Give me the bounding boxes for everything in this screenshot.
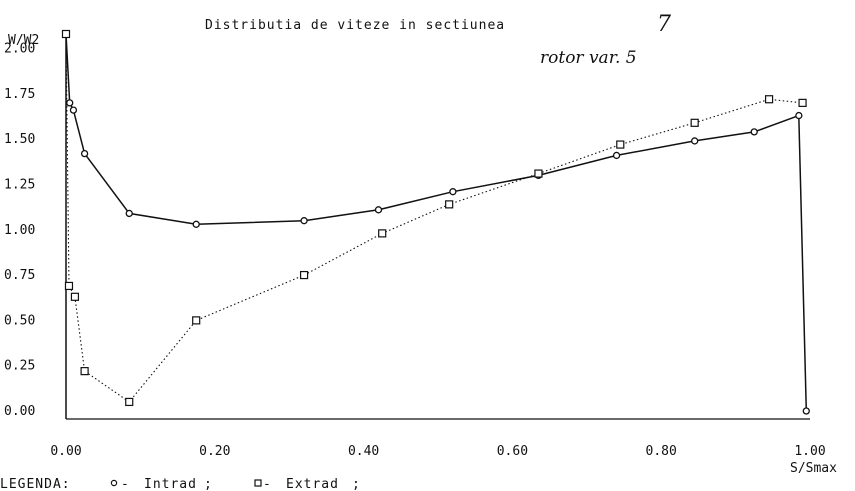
y-tick-label: 1.50 [4,132,35,147]
y-tick-label: 1.00 [4,223,35,238]
data-point-extrad [445,200,454,209]
series-line-intrad [65,33,808,412]
x-tick-label: 0.40 [348,444,379,459]
x-tick-label: 0.80 [646,444,677,459]
legend-extrad-dash: - [263,477,272,491]
legend-extrad-name: Extrad [286,477,339,491]
data-point-intrad [449,188,457,196]
data-point-extrad [64,281,74,291]
data-point-intrad [80,149,89,158]
x-tick-labels: 0.00 0.20 0.40 0.60 0.80 1.00 [50,444,825,459]
data-point-extrad [764,95,774,104]
x-tick-label: 0.60 [497,444,528,459]
y-tick-labels: 0.00 0.25 0.50 0.75 1.00 1.25 1.50 1.75 2.00 [4,42,35,420]
y-tick-label: 0.50 [4,313,35,328]
data-point-extrad [690,118,699,127]
data-point-extrad [80,367,89,376]
legend-intrad-name: Intrad [144,477,197,491]
data-point-extrad [299,270,309,280]
data-point-intrad [750,128,758,136]
data-point-extrad [70,292,80,301]
data-point-intrad [69,106,78,114]
chart-title: Distributia de viteze in sectiunea [205,18,505,33]
data-point-extrad [798,98,807,107]
y-tick-label: 1.75 [4,87,35,102]
legend-square-marker-icon [254,479,262,487]
data-point-extrad [61,29,71,39]
data-point-extrad [378,229,387,238]
data-point-extrad [192,316,201,325]
data-point-intrad [691,137,699,145]
legend-circle-marker-icon [110,479,118,487]
data-point-intrad [125,209,133,218]
data-point-intrad [300,217,308,225]
y-axis-label: W/W2 [8,33,39,48]
x-tick-label: 0.20 [199,444,230,459]
x-tick-label: 1.00 [794,444,825,459]
y-tick-label: 1.25 [4,177,35,192]
y-tick-label: 0.75 [4,268,35,283]
legend-separator-1: ; [204,477,213,491]
data-point-intrad [66,99,74,107]
chart-subtitle: rotor var. 5 [540,48,637,68]
section-number: 7 [657,12,671,37]
y-tick-label: 0.25 [4,359,35,374]
y-tick-label: 2.00 [4,42,35,57]
series-line-extrad [65,33,803,403]
x-axis-label: S/Smax [790,461,837,476]
legend-intrad-label: - [121,477,130,491]
data-point-intrad [795,111,803,120]
series-layer [61,29,810,415]
legend-title: LEGENDA: [0,477,71,491]
data-point-extrad [534,169,543,178]
legend-separator-2: ; [352,477,361,491]
data-point-extrad [125,397,134,407]
data-point-intrad [802,407,810,415]
y-tick-label: 0.00 [4,404,35,419]
x-tick-label: 0.00 [50,444,81,459]
legend: LEGENDA: - Intrad ; - Extrad ; [0,477,361,491]
data-point-intrad [374,206,383,214]
data-point-extrad [616,140,625,149]
data-point-intrad [192,220,200,228]
data-point-intrad [612,151,621,160]
